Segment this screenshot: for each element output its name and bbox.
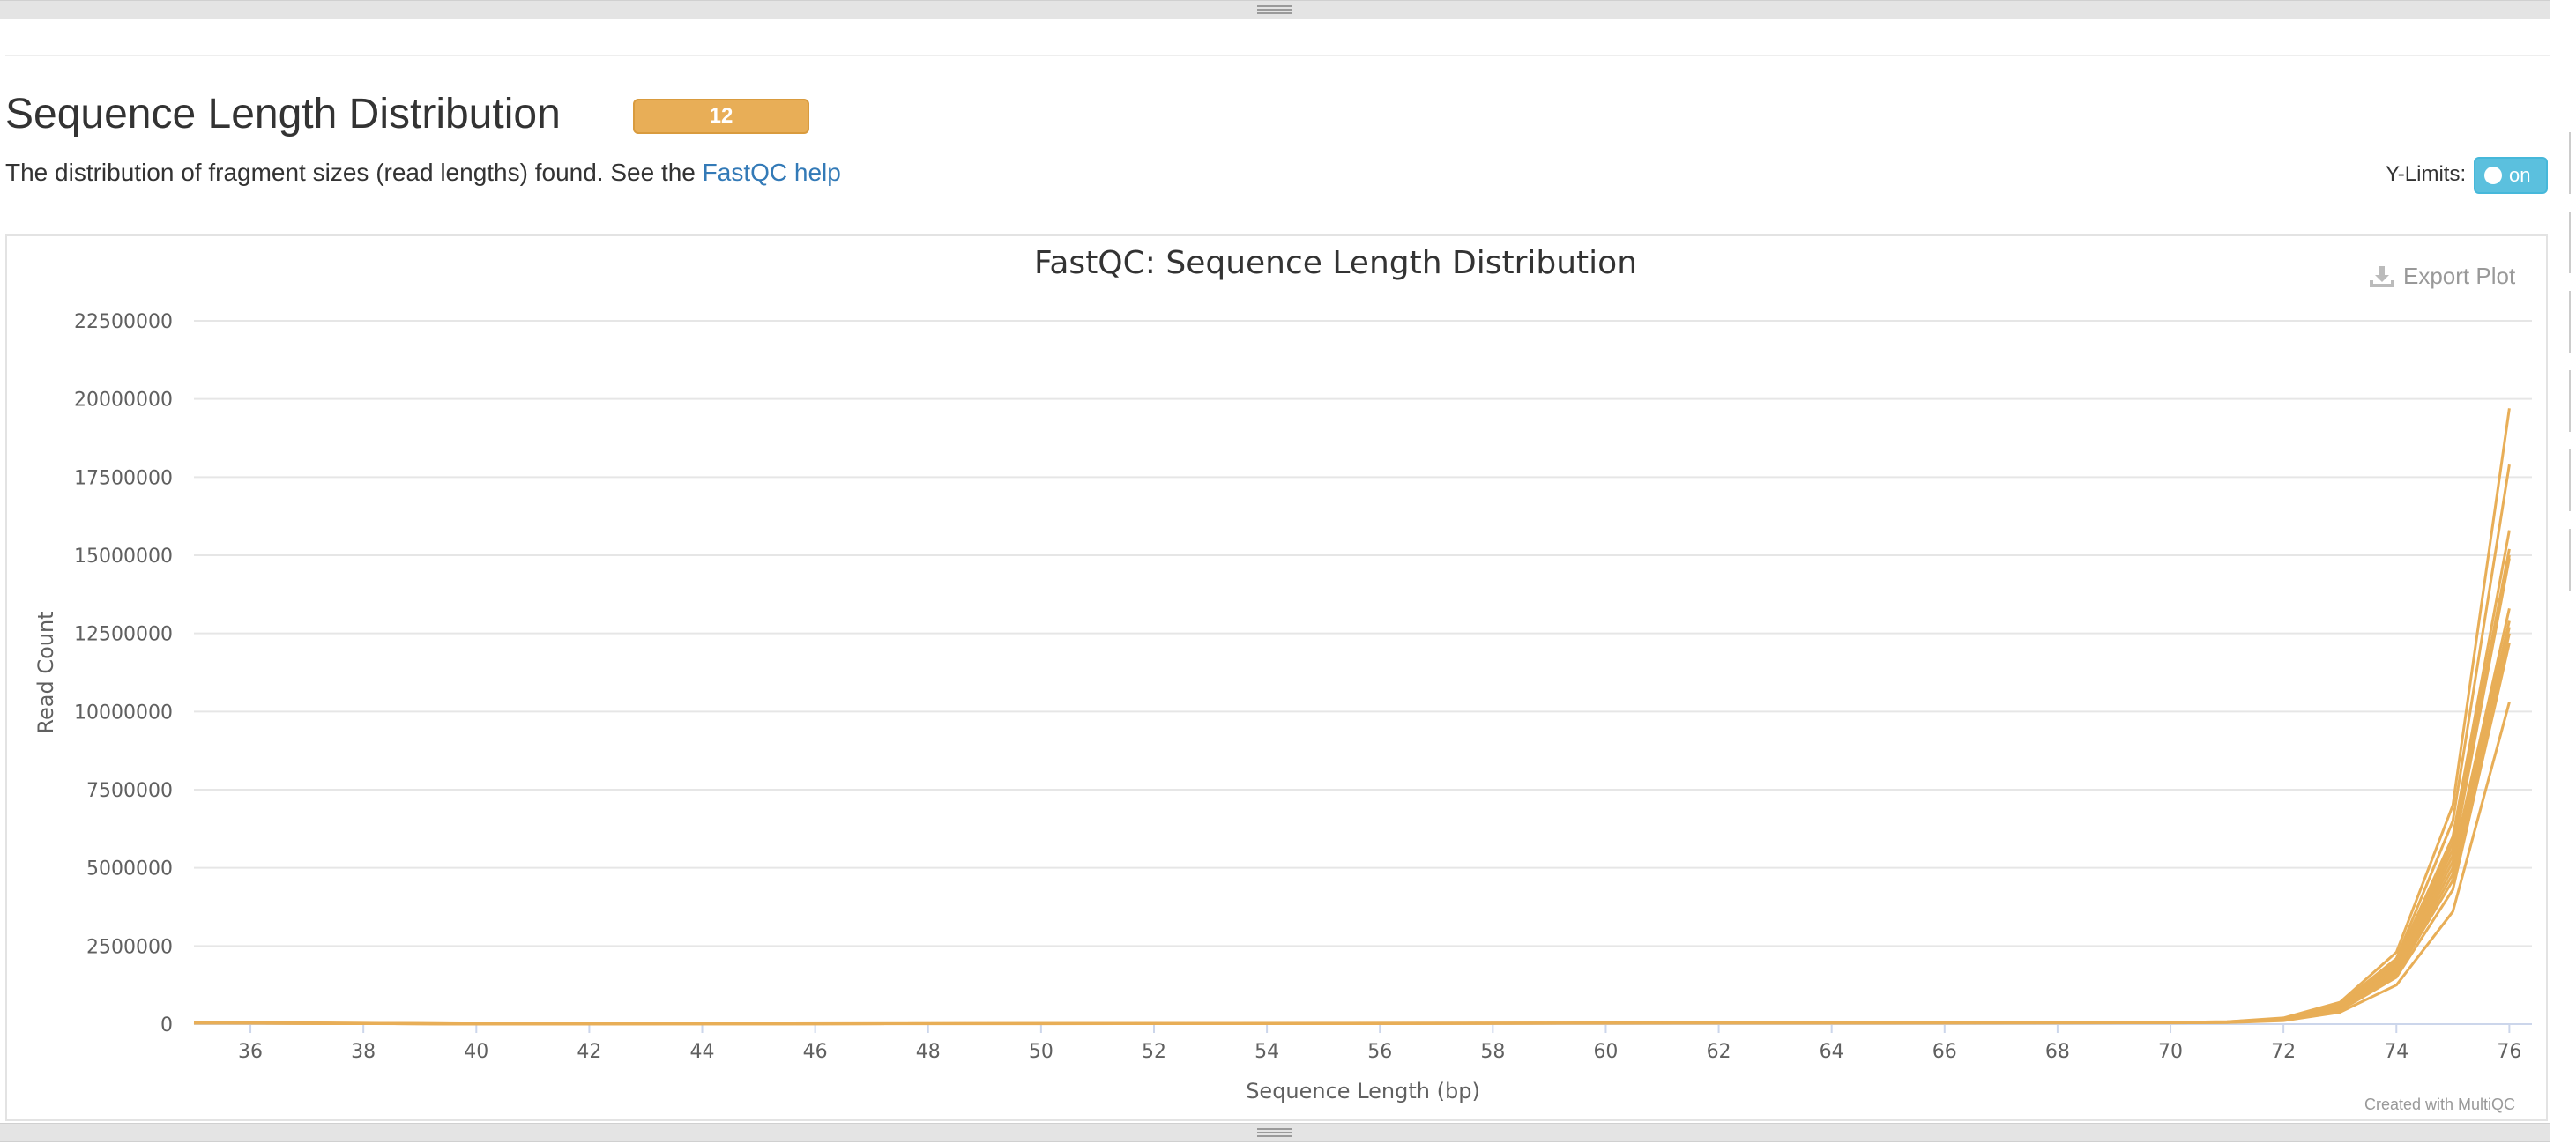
x-tick-label: 54 (1254, 1041, 1279, 1063)
x-tick-label: 56 (1367, 1041, 1392, 1063)
x-tick-label: 38 (351, 1041, 376, 1063)
x-tick-label: 64 (1820, 1041, 1844, 1063)
series-line-1 (193, 408, 2511, 1026)
y-tick-label: 5000000 (86, 858, 173, 880)
status-badge[interactable]: 12 (633, 99, 809, 134)
x-tick-label: 70 (2158, 1041, 2183, 1063)
section-divider (5, 55, 2550, 56)
y-tick-label: 12500000 (74, 624, 173, 646)
x-tick-label: 66 (1932, 1041, 1957, 1063)
y-tick-label: 17500000 (74, 467, 173, 489)
ylimits-toggle[interactable]: on (2474, 157, 2548, 194)
x-tick-label: 52 (1142, 1041, 1166, 1063)
side-tab[interactable] (2569, 529, 2576, 591)
grip-lines-icon (1257, 5, 1292, 16)
chart-title: FastQC: Sequence Length Distribution (1034, 245, 1637, 281)
toggle-knob (2484, 167, 2502, 184)
series-line-7 (193, 607, 2511, 1026)
description-text: The distribution of fragment sizes (read… (5, 159, 703, 186)
bottom-resize-handle[interactable] (0, 1123, 2550, 1142)
x-tick-label: 40 (464, 1041, 488, 1063)
grip-lines-icon (1257, 1128, 1292, 1139)
side-tab[interactable] (2569, 449, 2576, 511)
multiqc-credit: Created with MultiQC (2364, 1096, 2516, 1113)
side-tab[interactable] (2569, 370, 2576, 432)
y-axis-title: Read Count (34, 611, 58, 733)
side-tab[interactable] (2569, 291, 2576, 353)
side-tab[interactable] (2569, 132, 2576, 194)
x-tick-label: 50 (1029, 1041, 1053, 1063)
line-chart: FastQC: Sequence Length Distribution 0 250… (34, 245, 2532, 1103)
side-scroll-tabs (2564, 132, 2576, 608)
x-tick-label: 72 (2271, 1041, 2296, 1063)
x-tick-label: 60 (1593, 1041, 1618, 1063)
series-line-11 (193, 642, 2511, 1026)
series-line-6 (193, 558, 2511, 1026)
y-tick-label: 7500000 (86, 780, 173, 802)
y-tick-label: 22500000 (74, 311, 173, 333)
x-tick-label: 74 (2384, 1041, 2408, 1063)
export-plot-label: Export Plot (2403, 263, 2516, 289)
side-tab[interactable] (2569, 212, 2576, 273)
x-tick-label: 36 (238, 1041, 263, 1063)
top-resize-handle[interactable] (0, 0, 2550, 19)
x-tick-label: 58 (1480, 1041, 1505, 1063)
series-line-3 (193, 530, 2511, 1026)
x-tick-label: 62 (1707, 1041, 1731, 1063)
section-title: Sequence Length Distribution (5, 91, 561, 137)
series-line-9 (193, 627, 2511, 1026)
x-tick-label: 76 (2497, 1041, 2521, 1063)
toggle-state-label: on (2509, 164, 2531, 186)
ylimits-label: Y-Limits: (2386, 162, 2467, 186)
series-line-8 (193, 620, 2511, 1026)
x-tick-label: 48 (916, 1041, 941, 1063)
series-line-10 (193, 633, 2511, 1026)
download-icon (2370, 266, 2394, 287)
y-tick-label: 15000000 (74, 546, 173, 568)
series-line-12 (193, 702, 2511, 1026)
x-tick-label: 44 (690, 1041, 715, 1063)
series-line-4 (193, 548, 2511, 1026)
x-axis-title: Sequence Length (bp) (1246, 1079, 1480, 1103)
y-tick-label: 20000000 (74, 390, 173, 412)
series-line-2 (193, 464, 2511, 1026)
x-tick-label: 42 (577, 1041, 601, 1063)
x-tick-label: 68 (2045, 1041, 2070, 1063)
y-tick-label: 2500000 (86, 936, 173, 958)
y-tick-label: 10000000 (74, 702, 173, 724)
plot-container: FastQC: Sequence Length Distribution 0 250… (5, 234, 2548, 1121)
y-tick-label: 0 (160, 1014, 173, 1036)
section-description: The distribution of fragment sizes (read… (5, 157, 841, 189)
x-tick-label: 46 (803, 1041, 828, 1063)
export-plot-button[interactable]: Export Plot (2368, 261, 2515, 291)
fastqc-help-link[interactable]: FastQC help (702, 159, 841, 186)
